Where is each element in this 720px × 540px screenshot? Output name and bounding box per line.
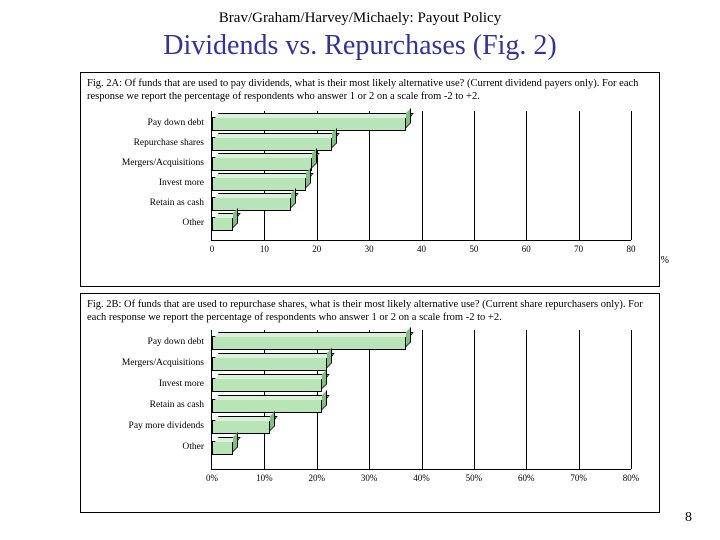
category-label: Pay down debt	[148, 337, 204, 347]
gridline	[474, 330, 475, 469]
bar	[212, 157, 312, 171]
x-tick-label: 20%	[309, 473, 326, 483]
page-number: 8	[685, 510, 692, 526]
figure-2b-panel: Fig. 2B: Of funds that are used to repur…	[80, 293, 660, 513]
category-label: Invest more	[159, 379, 204, 389]
x-tick-label: 10%	[256, 473, 273, 483]
x-tick-label: 70%	[570, 473, 587, 483]
bar	[212, 399, 322, 413]
x-tick-label: 20	[312, 244, 321, 254]
x-tick-label: 40	[417, 244, 426, 254]
category-label: Pay more dividends	[129, 421, 204, 431]
bar	[212, 336, 406, 350]
bar	[212, 177, 306, 191]
figure-2a-chart: 0 10 20 30 40 50 60 70 80 Pay down debt Repurchase…	[81, 105, 659, 265]
x-tick-label: 60	[522, 244, 531, 254]
x-tick-label: 0	[210, 244, 215, 254]
x-tick-label: 50	[469, 244, 478, 254]
category-label: Other	[182, 218, 204, 228]
slide-title: Dividends vs. Repurchases (Fig. 2)	[0, 30, 720, 62]
gridline	[579, 111, 580, 240]
figure-2b-caption: Fig. 2B: Of funds that are used to repur…	[81, 294, 659, 326]
bar	[212, 441, 233, 455]
figure-2b-chart: 0% 10% 20% 30% 40% 50% 60% 70% 80% Pay down debt M…	[81, 326, 659, 491]
gridline	[526, 330, 527, 469]
bar	[212, 378, 322, 392]
category-label: Pay down debt	[148, 118, 204, 128]
category-label: Repurchase shares	[134, 138, 204, 148]
bar	[212, 117, 406, 131]
bar	[212, 217, 233, 231]
x-tick-label: 50%	[466, 473, 483, 483]
gridline	[579, 330, 580, 469]
gridline	[631, 111, 632, 240]
gridline	[474, 111, 475, 240]
x-tick-label: 0%	[206, 473, 218, 483]
gridline	[526, 111, 527, 240]
gridline	[631, 330, 632, 469]
gridline	[422, 330, 423, 469]
x-tick-label: 80%	[623, 473, 640, 483]
bar	[212, 357, 327, 371]
category-label: Other	[182, 442, 204, 452]
x-tick-label: 30	[365, 244, 374, 254]
bar	[212, 197, 291, 211]
category-label: Invest more	[159, 178, 204, 188]
gridline	[422, 111, 423, 240]
percent-symbol: %	[661, 255, 669, 266]
figure-2a-panel: Fig. 2A: Of funds that are used to pay d…	[80, 72, 660, 287]
bar	[212, 420, 270, 434]
x-tick-label: 60%	[518, 473, 535, 483]
x-tick-label: 70	[574, 244, 583, 254]
slide-subtitle: Brav/Graham/Harvey/Michaely: Payout Poli…	[0, 10, 720, 27]
x-tick-label: 40%	[413, 473, 430, 483]
figure-2a-caption: Fig. 2A: Of funds that are used to pay d…	[81, 73, 659, 105]
category-label: Retain as cash	[150, 198, 204, 208]
gridline	[369, 330, 370, 469]
x-tick-label: 80	[627, 244, 636, 254]
category-label: Mergers/Acquisitions	[122, 158, 204, 168]
x-tick-label: 10	[260, 244, 269, 254]
category-label: Retain as cash	[150, 400, 204, 410]
x-tick-label: 30%	[361, 473, 378, 483]
category-label: Mergers/Acquisitions	[122, 358, 204, 368]
